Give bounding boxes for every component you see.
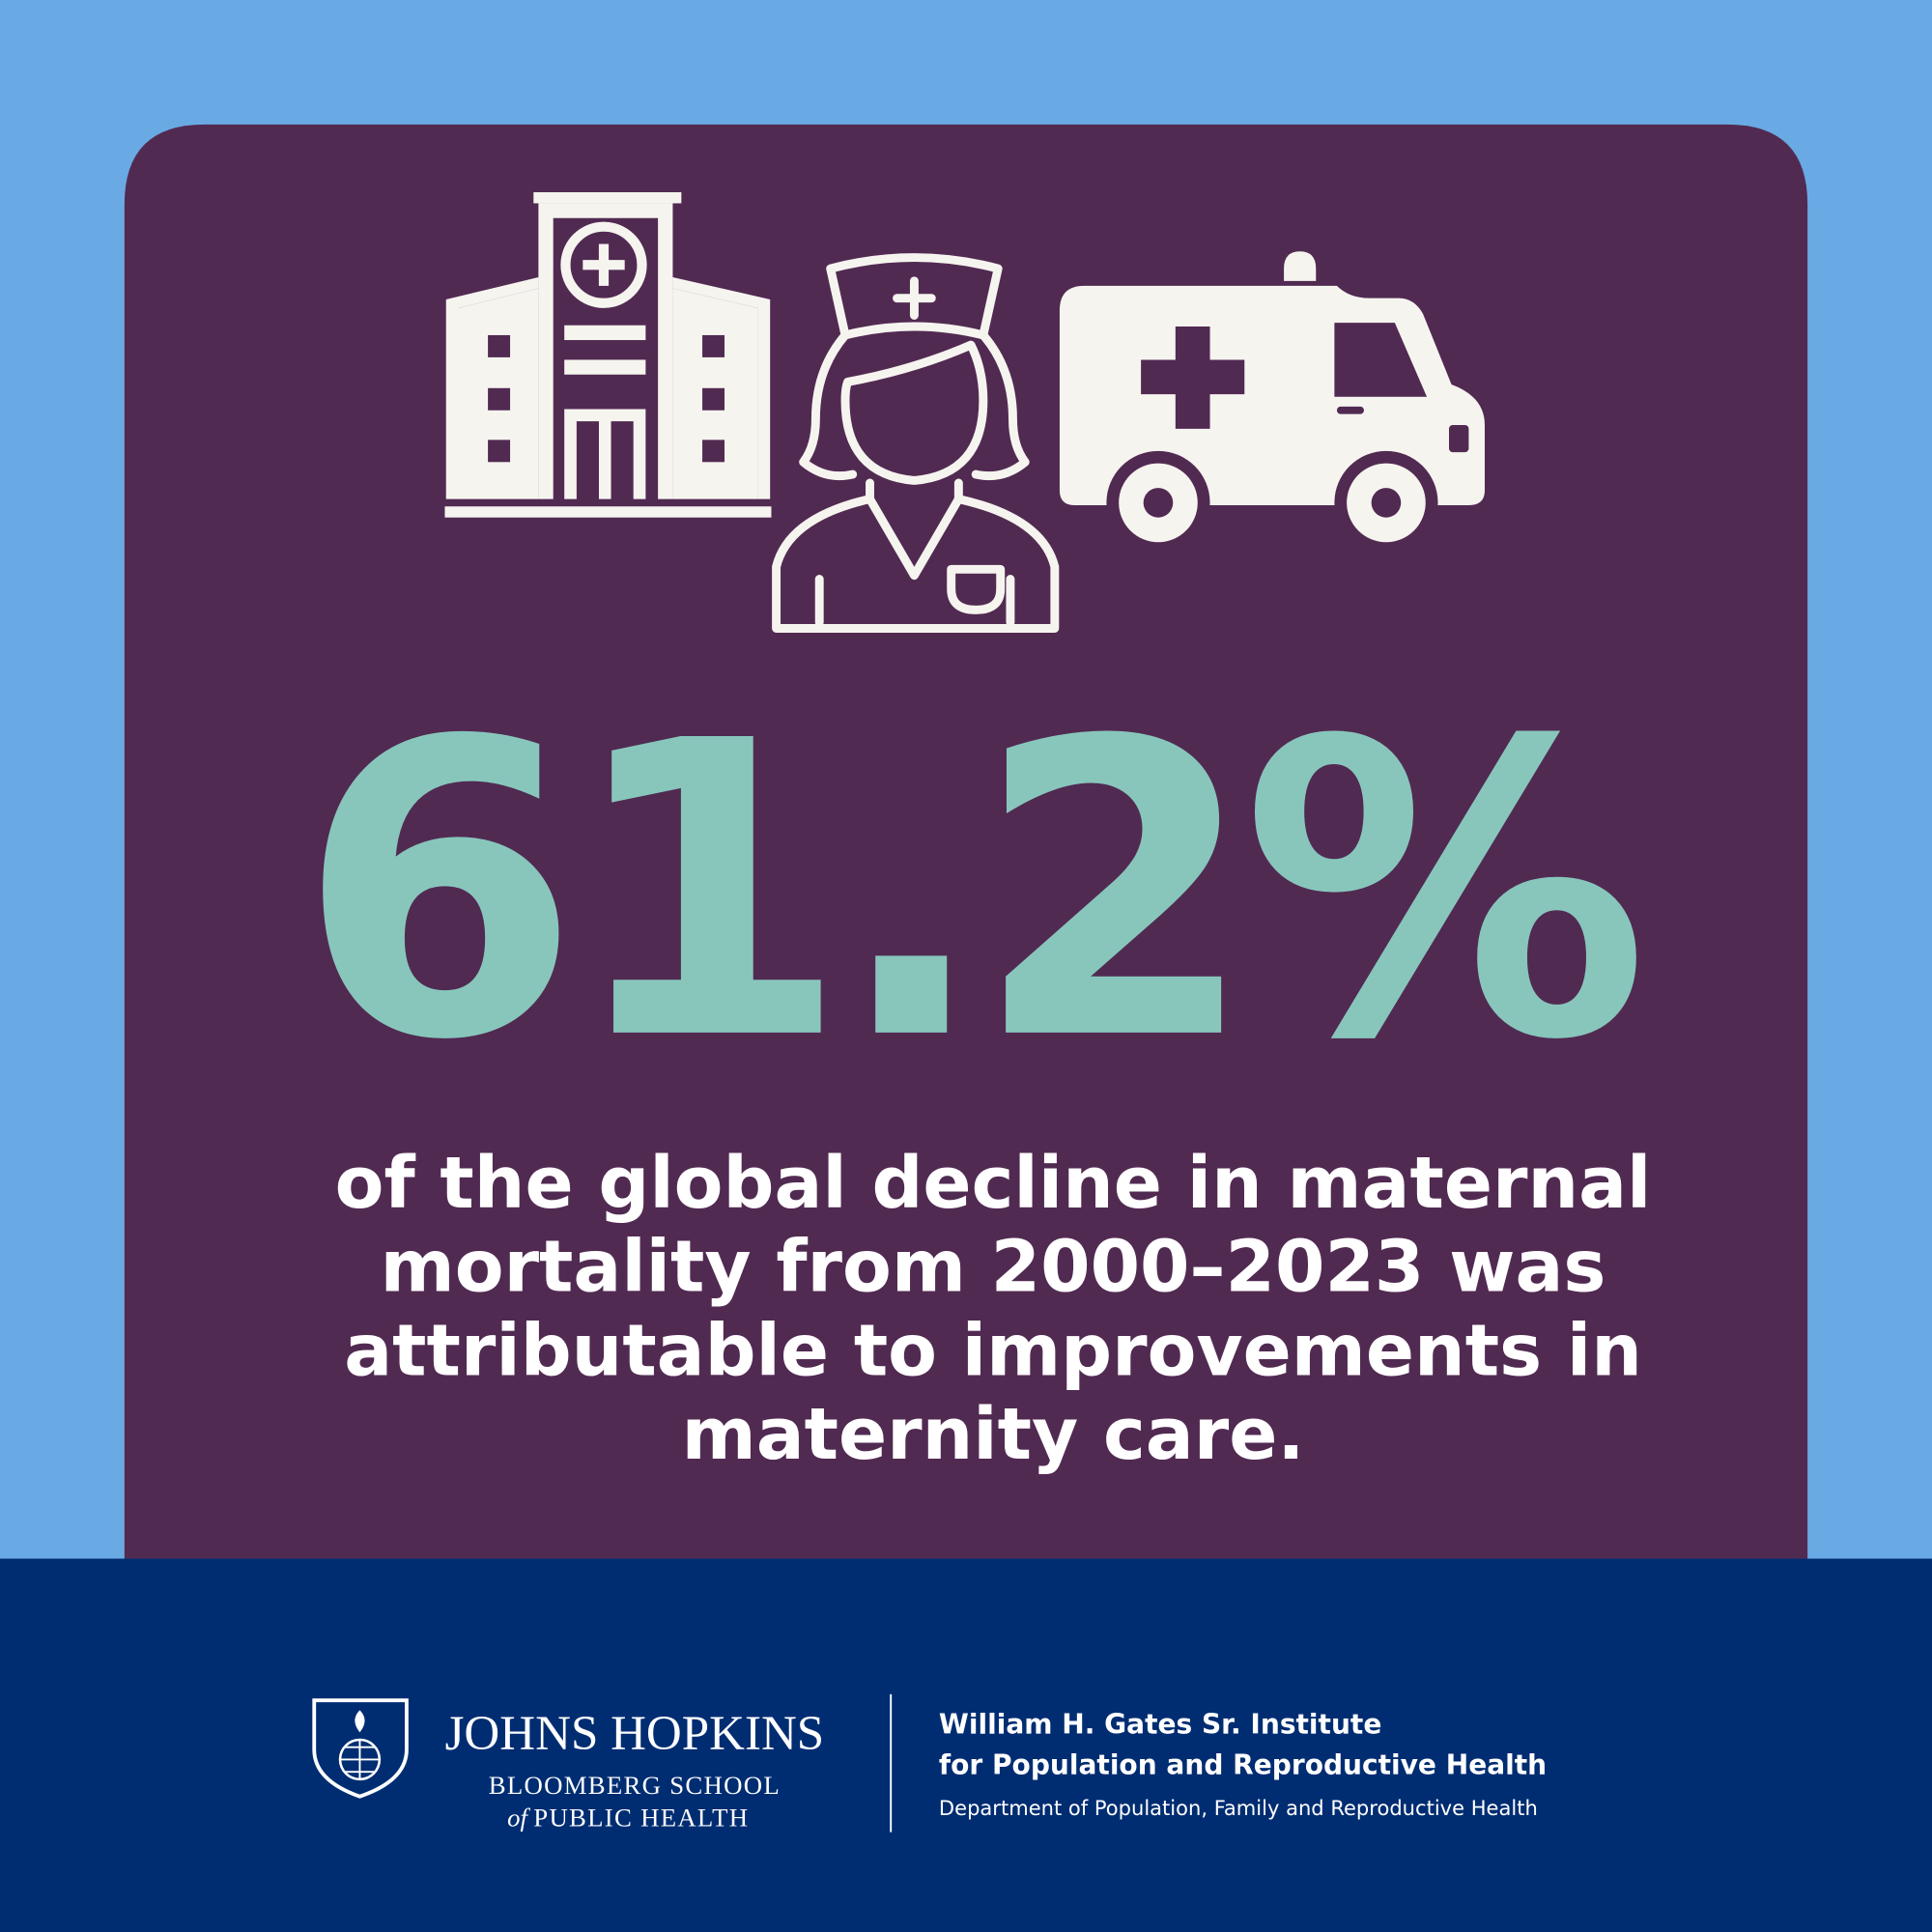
school-line: BLOOMBERG SCHOOL [489,1771,781,1800]
jhu-shield [312,1698,409,1799]
hospital-windows [488,334,724,499]
school-line-prefix: of [507,1803,530,1832]
institute-line: William H. Gates Sr. Institute [939,1709,1381,1741]
description: of the global decline in maternal mortal… [335,1142,1652,1476]
nurse-icon [772,253,1060,633]
department: Department of Population, Family and Rep… [939,1796,1538,1820]
description-line: attributable to improvements in [344,1309,1642,1392]
school-name: JOHNS HOPKINS [445,1707,825,1761]
description-line: mortality from 2000–2023 was [381,1226,1606,1309]
ambulance-icon [1059,251,1485,554]
description-line: of the global decline in maternal [335,1142,1652,1225]
stat: 61.2% [298,656,1642,1129]
institute-line: for Population and Reproductive Health [939,1749,1547,1781]
footer-band [0,1558,1932,1932]
school-line: PUBLIC HEALTH [533,1803,749,1832]
description-line: maternity care. [682,1393,1305,1476]
